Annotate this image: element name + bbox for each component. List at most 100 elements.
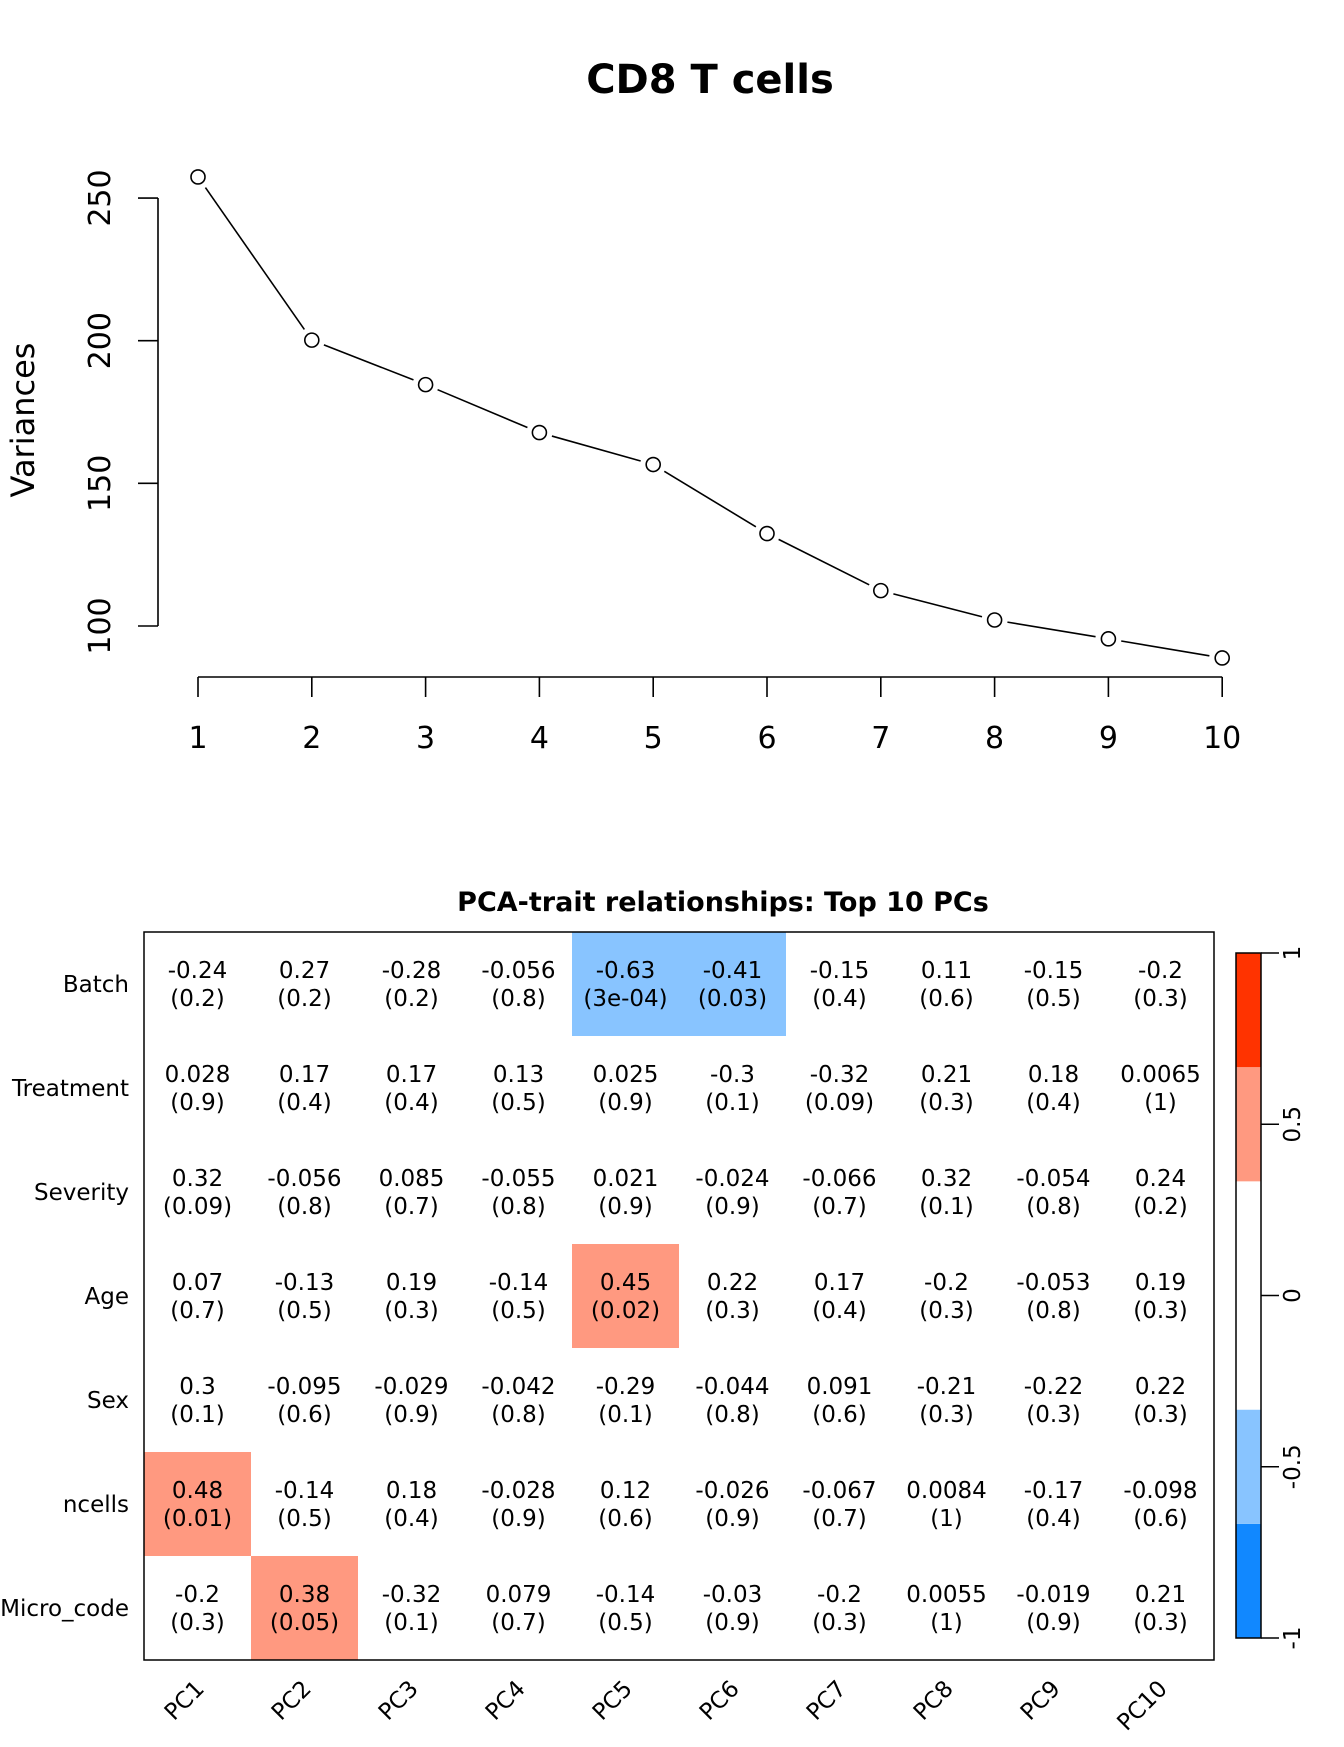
cell-fill xyxy=(144,1556,252,1661)
cell-pvalue: (0.7) xyxy=(812,1506,867,1532)
cell-fill xyxy=(358,1348,466,1453)
cell-fill xyxy=(465,1036,573,1141)
cell-fill xyxy=(465,1244,573,1349)
cell-fill xyxy=(1000,932,1108,1037)
cell-correlation: -0.15 xyxy=(1024,958,1084,984)
cell-correlation: 0.028 xyxy=(165,1062,231,1088)
colorbar-band xyxy=(1236,1409,1261,1524)
heatmap-cell: -0.14(0.5) xyxy=(465,1244,573,1349)
heatmap-cell: 0.028(0.9) xyxy=(144,1036,252,1141)
heatmap-cells: -0.24(0.2)0.27(0.2)-0.28(0.2)-0.056(0.8)… xyxy=(144,932,1215,1661)
heatmap-cell: -0.042(0.8) xyxy=(465,1348,573,1453)
cell-pvalue: (0.4) xyxy=(384,1506,439,1532)
cell-correlation: -0.29 xyxy=(596,1374,656,1400)
data-point xyxy=(190,169,206,185)
cell-pvalue: (0.5) xyxy=(491,1298,546,1324)
cell-pvalue: (0.9) xyxy=(491,1506,546,1532)
data-point xyxy=(1214,650,1230,666)
cell-pvalue: (0.3) xyxy=(1133,986,1188,1012)
cell-pvalue: (0.5) xyxy=(491,1090,546,1116)
cell-fill xyxy=(679,932,787,1037)
cell-correlation: -0.042 xyxy=(481,1374,555,1400)
heatmap-cell: -0.056(0.8) xyxy=(251,1140,359,1245)
cell-fill xyxy=(251,1348,359,1453)
cell-pvalue: (0.4) xyxy=(1026,1090,1081,1116)
cell-fill xyxy=(786,1348,894,1453)
column-label: PC6 xyxy=(695,1676,745,1726)
cell-fill xyxy=(1000,1036,1108,1141)
cell-fill xyxy=(358,1556,466,1661)
column-label: PC9 xyxy=(1016,1676,1066,1726)
cell-correlation: 0.11 xyxy=(921,958,972,984)
heatmap-cell: -0.13(0.5) xyxy=(251,1244,359,1349)
cell-fill xyxy=(893,932,1001,1037)
cell-pvalue: (0.3) xyxy=(919,1298,974,1324)
cell-fill xyxy=(251,1036,359,1141)
scree-plot: CD8 T cells Variances 100 150 200 250 1 2 3 4 5… xyxy=(4,57,1241,756)
heatmap-cell: -0.63(3e-04) xyxy=(572,932,680,1037)
heatmap-cell: 0.025(0.9) xyxy=(572,1036,680,1141)
heatmap-cell: 0.38(0.05) xyxy=(251,1556,359,1661)
heatmap-cell: -0.14(0.5) xyxy=(251,1452,359,1557)
cell-fill xyxy=(893,1556,1001,1661)
cell-pvalue: (0.9) xyxy=(384,1402,439,1428)
cell-correlation: -0.2 xyxy=(1138,958,1183,984)
cell-correlation: -0.098 xyxy=(1123,1478,1197,1504)
heatmap-title: PCA-trait relationships: Top 10 PCs xyxy=(457,887,989,918)
heatmap-cell: -0.03(0.9) xyxy=(679,1556,787,1661)
heatmap-cell: 0.24(0.2) xyxy=(1107,1140,1215,1245)
x-tick-label: 8 xyxy=(985,721,1004,756)
cell-correlation: -0.029 xyxy=(374,1374,448,1400)
cell-pvalue: (0.7) xyxy=(491,1610,546,1636)
row-label: Treatment xyxy=(11,1076,129,1102)
cell-correlation: 0.45 xyxy=(600,1270,651,1296)
cell-fill xyxy=(1107,1140,1215,1245)
heatmap-cell: -0.055(0.8) xyxy=(465,1140,573,1245)
cell-correlation: 0.27 xyxy=(279,958,330,984)
cell-fill xyxy=(144,1348,252,1453)
cell-pvalue: (0.5) xyxy=(598,1610,653,1636)
heatmap-cell: 0.12(0.6) xyxy=(572,1452,680,1557)
cell-pvalue: (0.02) xyxy=(591,1298,660,1324)
colorbar-band xyxy=(1236,1067,1261,1182)
cell-correlation: -0.024 xyxy=(695,1166,769,1192)
cell-pvalue: (0.2) xyxy=(1133,1194,1188,1220)
heatmap-cell: 0.32(0.1) xyxy=(893,1140,1001,1245)
cell-pvalue: (0.5) xyxy=(1026,986,1081,1012)
x-tick-label: 7 xyxy=(871,721,890,756)
cell-fill xyxy=(1000,1556,1108,1661)
cell-pvalue: (0.3) xyxy=(1133,1402,1188,1428)
cell-fill xyxy=(786,1244,894,1349)
cell-pvalue: (0.8) xyxy=(1026,1298,1081,1324)
heatmap-cell: -0.019(0.9) xyxy=(1000,1556,1108,1661)
heatmap-cell: -0.044(0.8) xyxy=(679,1348,787,1453)
x-tick-label: 2 xyxy=(302,721,321,756)
scree-title: CD8 T cells xyxy=(586,57,834,103)
x-tick-label: 9 xyxy=(1099,721,1118,756)
cell-pvalue: (0.03) xyxy=(698,986,767,1012)
heatmap-cell: 0.21(0.3) xyxy=(1107,1556,1215,1661)
cell-correlation: 0.19 xyxy=(386,1270,437,1296)
cell-correlation: 0.091 xyxy=(807,1374,873,1400)
cell-fill xyxy=(144,1244,252,1349)
y-axis: 100 150 200 250 xyxy=(83,169,159,655)
column-label: PC10 xyxy=(1112,1676,1172,1736)
cell-pvalue: (0.09) xyxy=(163,1194,232,1220)
colorbar-legend: -1 -0.5 0 0.5 1 xyxy=(1235,946,1306,1649)
cell-fill xyxy=(358,1140,466,1245)
cell-pvalue: (0.8) xyxy=(277,1194,332,1220)
cell-correlation: -0.067 xyxy=(802,1478,876,1504)
cell-fill xyxy=(358,1244,466,1349)
cell-correlation: 0.079 xyxy=(486,1582,552,1608)
cell-pvalue: (0.1) xyxy=(384,1610,439,1636)
heatmap-cell: 0.17(0.4) xyxy=(358,1036,466,1141)
cell-correlation: -0.13 xyxy=(275,1270,335,1296)
cell-correlation: 0.32 xyxy=(172,1166,223,1192)
heatmap-cell: -0.28(0.2) xyxy=(358,932,466,1037)
heatmap-cell: 0.085(0.7) xyxy=(358,1140,466,1245)
heatmap-cell: -0.29(0.1) xyxy=(572,1348,680,1453)
cell-pvalue: (0.6) xyxy=(1133,1506,1188,1532)
line-segment xyxy=(1121,640,1210,657)
cell-pvalue: (0.2) xyxy=(277,986,332,1012)
data-point xyxy=(872,582,889,599)
